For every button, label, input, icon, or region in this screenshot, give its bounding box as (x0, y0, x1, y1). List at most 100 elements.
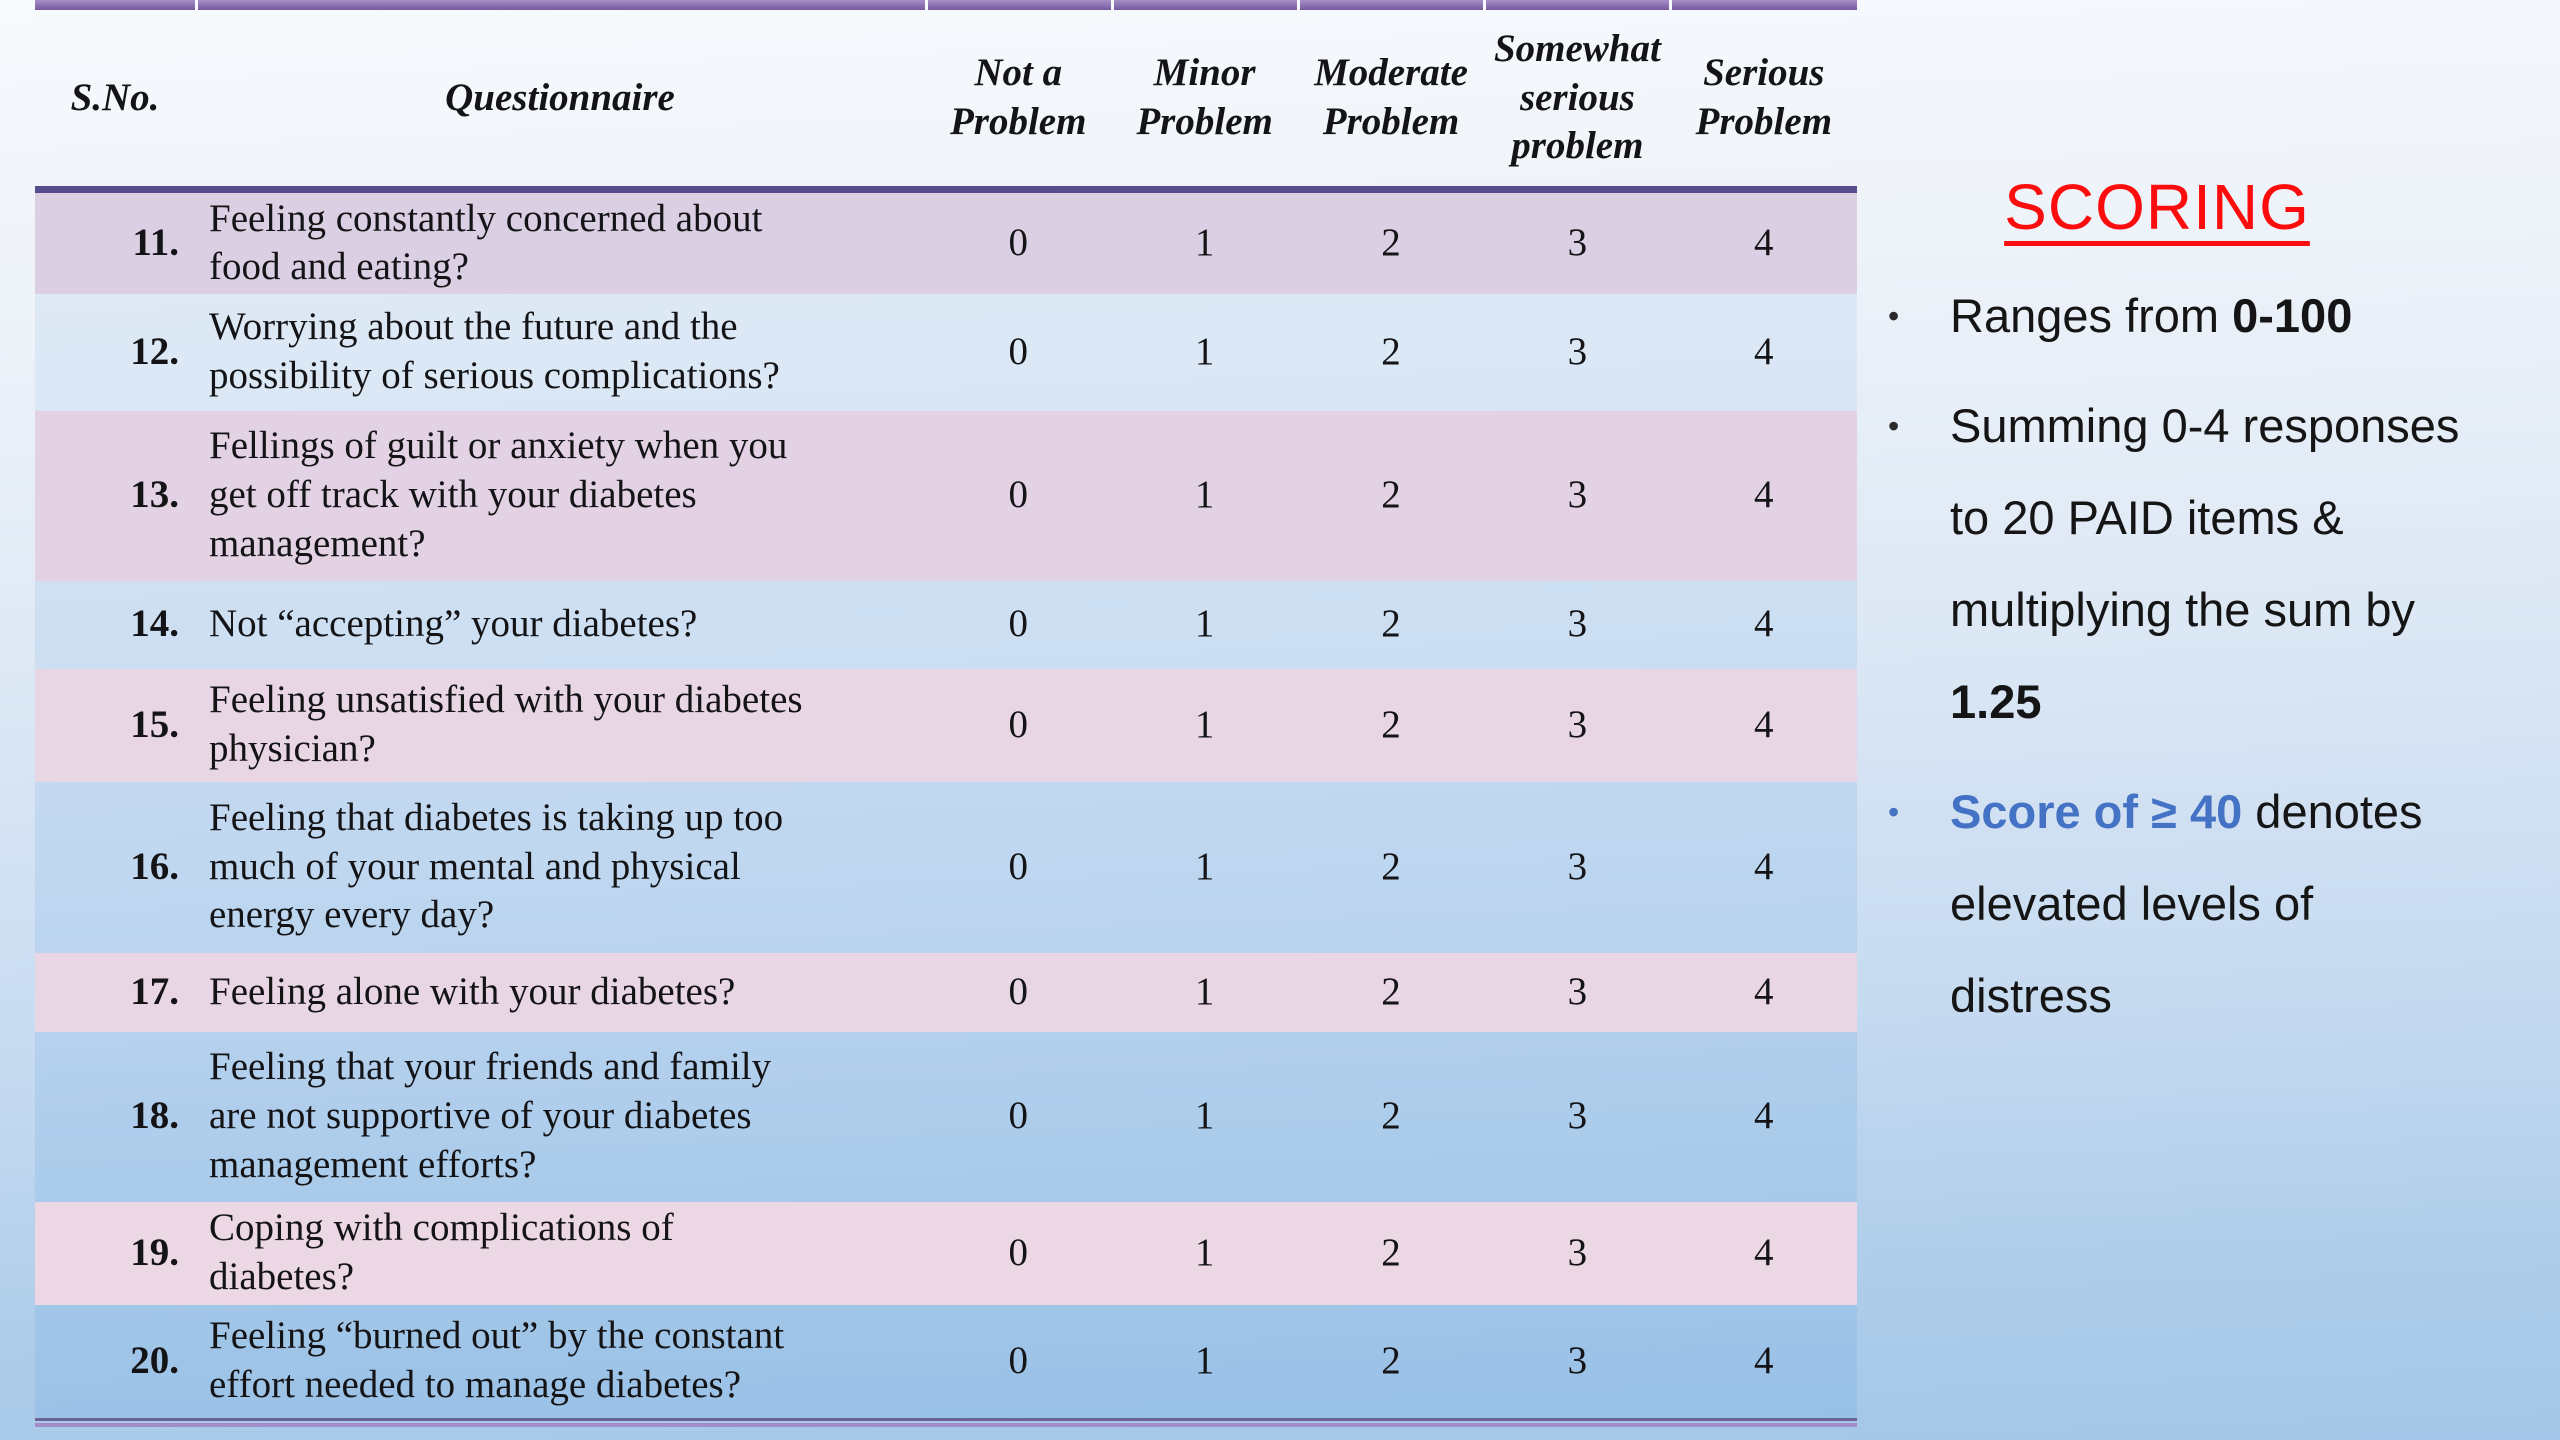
table-row: 19. Coping with complications of diabetes… (35, 1201, 1857, 1305)
question-text: Feeling that your friends and family are… (209, 1045, 772, 1186)
score-value: 3 (1567, 969, 1588, 1013)
row-number: 20. (130, 1338, 179, 1382)
question-text: Feeling constantly concerned about food … (209, 196, 763, 289)
row-number: 11. (132, 220, 179, 264)
questionnaire-table: S.No. Questionnaire Not a Problem Minor … (35, 10, 1857, 1418)
table-bottom-border-2 (35, 1422, 1857, 1427)
bullet-line: Score of ≥ 40 denotes (1950, 766, 2423, 858)
table-row: 12. Worrying about the future and the pos… (35, 293, 1857, 411)
score-value: 0 (1008, 473, 1028, 517)
paid-table: S.No. Questionnaire Not a Problem Minor … (35, 0, 1857, 1427)
scoring-bullet: • Score of ≥ 40 denotes elevated levels of… (1880, 766, 2520, 1042)
score-value: 2 (1381, 329, 1401, 373)
score-value: 0 (1008, 1230, 1028, 1274)
score-value: 2 (1381, 220, 1401, 264)
score-value: 3 (1567, 1230, 1588, 1274)
score-value: 1 (1194, 473, 1215, 517)
table-row: 15. Feeling unsatisfied with your diabete… (35, 668, 1857, 782)
question-text: Fellings of guilt or anxiety when you ge… (209, 424, 788, 565)
score-value: 2 (1381, 844, 1401, 888)
score-value: 2 (1381, 473, 1401, 517)
table-row: 20. Feeling “burned out” by the constant … (35, 1304, 1857, 1418)
table-row: 17. Feeling alone with your diabetes? 0 1 2 3… (35, 952, 1857, 1032)
bullet-line: multiplying the sum by (1950, 564, 2459, 656)
score-value: 3 (1567, 602, 1588, 646)
row-number: 19. (130, 1230, 179, 1274)
row-number: 14. (130, 602, 179, 646)
score-value: 4 (1754, 1338, 1774, 1382)
score-value: 3 (1567, 329, 1588, 373)
score-value: 0 (1008, 1094, 1028, 1138)
bullet-icon: • (1888, 794, 1900, 830)
score-value: 4 (1754, 969, 1774, 1013)
score-value: 1 (1194, 1094, 1215, 1138)
bullet-text-segment: elevated levels of (1950, 877, 2314, 930)
table-top-border (35, 0, 1857, 10)
column-header-questionnaire: Questionnaire (445, 75, 675, 119)
top-border-segment (35, 0, 195, 10)
bullet-icon: • (1888, 298, 1900, 334)
score-value: 4 (1754, 329, 1774, 373)
bullet-text-segment: multiplying the sum by (1950, 583, 2415, 636)
score-value: 2 (1381, 602, 1401, 646)
bullet-line: elevated levels of (1950, 858, 2423, 950)
score-value: 4 (1754, 602, 1774, 646)
row-number: 15. (130, 702, 179, 746)
score-value: 1 (1194, 844, 1215, 888)
score-value: 3 (1567, 1094, 1588, 1138)
score-value: 0 (1008, 1338, 1028, 1382)
bullet-text-segment: 0-100 (2232, 289, 2353, 342)
score-value: 4 (1754, 702, 1774, 746)
table-row: 14. Not “accepting” your diabetes? 0 1 2 3 4 (35, 580, 1857, 669)
score-value: 4 (1754, 844, 1774, 888)
bullet-text-segment: Ranges from (1950, 289, 2233, 342)
score-value: 3 (1567, 702, 1588, 746)
table-body: 11. Feeling constantly concerned about fo… (35, 189, 1857, 1418)
column-header-serious-problem: Serious Problem (1695, 51, 1833, 143)
question-text: Feeling “burned out” by the constant eff… (209, 1314, 785, 1406)
score-value: 3 (1567, 844, 1588, 888)
score-value: 1 (1194, 602, 1215, 646)
row-number: 17. (130, 969, 179, 1013)
score-value: 2 (1381, 1338, 1401, 1382)
table-row: 16. Feeling that diabetes is taking up to… (35, 781, 1857, 953)
bullet-text-segment: Summing 0-4 responses (1950, 399, 2460, 452)
score-value: 4 (1754, 473, 1774, 517)
top-border-segment (1486, 0, 1669, 10)
score-value: 1 (1194, 969, 1215, 1013)
score-value: 1 (1194, 1230, 1215, 1274)
column-header-somewhat-serious: Somewhat serious problem (1493, 26, 1661, 168)
bullet-text: Score of ≥ 40 denotes elevated levels of d… (1950, 766, 2423, 1042)
question-text: Not “accepting” your diabetes? (209, 602, 698, 646)
bullet-text-segment: distress (1950, 969, 2112, 1022)
top-border-segment (928, 0, 1111, 10)
question-text: Feeling alone with your diabetes? (209, 969, 736, 1013)
score-value: 1 (1194, 329, 1215, 373)
bullet-line: 1.25 (1950, 656, 2459, 748)
bullet-line: to 20 PAID items & (1950, 472, 2459, 564)
column-header-sno: S.No. (70, 75, 160, 119)
column-header-moderate-problem: Moderate Problem (1314, 51, 1468, 143)
column-header-minor-problem: Minor Problem (1136, 51, 1273, 143)
score-value: 0 (1008, 602, 1028, 646)
column-header-not-a-problem: Not a Problem (949, 51, 1087, 143)
scoring-panel: SCORING • Ranges from 0-100 • Summing 0-4 r… (1880, 170, 2520, 1060)
score-value: 2 (1381, 969, 1401, 1013)
top-border-segment (1114, 0, 1297, 10)
score-value: 2 (1381, 702, 1401, 746)
row-number: 16. (130, 844, 179, 888)
table-row: 13. Fellings of guilt or anxiety when you… (35, 410, 1857, 581)
bullet-icon: • (1888, 408, 1900, 444)
score-value: 0 (1008, 969, 1028, 1013)
bullet-text-segment: to 20 PAID items & (1950, 491, 2344, 544)
bullet-line: Ranges from 0-100 (1950, 270, 2352, 362)
score-value: 2 (1381, 1094, 1401, 1138)
bullet-text: Summing 0-4 responses to 20 PAID items & m… (1950, 380, 2459, 748)
header-row: S.No. Questionnaire Not a Problem Minor … (35, 10, 1857, 190)
score-value: 1 (1194, 220, 1215, 264)
score-value: 4 (1754, 220, 1774, 264)
score-value: 0 (1008, 844, 1028, 888)
scoring-list: • Ranges from 0-100 • Summing 0-4 responses… (1880, 270, 2520, 1042)
question-text: Coping with complications of diabetes? (209, 1206, 674, 1298)
